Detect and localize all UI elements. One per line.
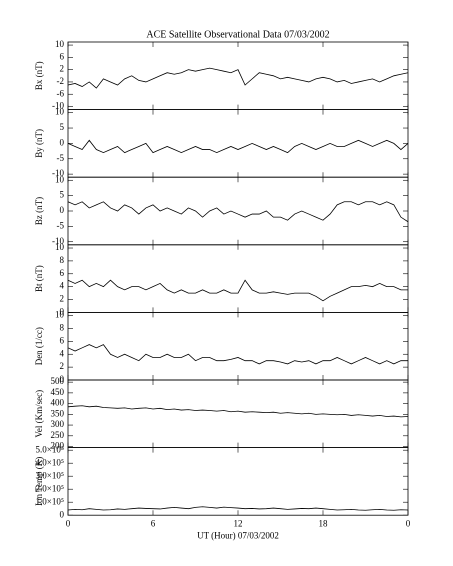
- x-tick-label: 18: [319, 518, 329, 528]
- y-tick-label: 10: [55, 310, 65, 320]
- y-tick-label: 0: [60, 306, 65, 316]
- y-tick-label: 200: [51, 441, 65, 451]
- y-tick-label: 5: [60, 122, 65, 132]
- y-tick-label: -10: [52, 168, 64, 178]
- y-tick-label: 8: [60, 255, 65, 265]
- data-line: [67, 344, 408, 365]
- y-axis-label: Den (1/cc): [34, 327, 44, 365]
- data-line: [67, 67, 409, 89]
- y-axis-label: Bx (nT): [34, 61, 44, 90]
- y-tick-label: 500: [51, 376, 65, 386]
- y-tick-label: 2.0×10⁵: [36, 483, 64, 493]
- x-tick-label: 12: [234, 518, 243, 528]
- y-axis-label: Vel (Km/sec): [34, 390, 44, 438]
- y-tick-label: -5: [57, 220, 65, 230]
- y-tick-label: 4: [60, 281, 65, 291]
- data-line: [67, 405, 409, 418]
- y-tick-label: 0: [60, 509, 65, 519]
- y-tick-label: 2: [60, 64, 65, 74]
- data-line: [67, 139, 409, 154]
- x-tick-label: 0: [406, 518, 411, 528]
- y-tick-label: 4.0×10⁵: [36, 457, 64, 467]
- y-tick-label: 2: [60, 294, 65, 304]
- x-tick-label: 0: [66, 518, 71, 528]
- y-tick-label: -6: [57, 88, 65, 98]
- panel-frame: [67, 244, 409, 313]
- data-line: [67, 201, 409, 223]
- y-tick-label: 0: [60, 205, 65, 215]
- y-tick-label: 5.0×10⁵: [36, 444, 64, 454]
- y-tick-label: 250: [51, 430, 65, 440]
- chart-title: ACE Satellite Observational Data 07/03/2…: [146, 29, 329, 40]
- panel-frame: [67, 109, 409, 178]
- y-tick-label: 6: [60, 268, 65, 278]
- panel-frame: [67, 379, 409, 448]
- y-tick-label: 6: [60, 335, 65, 345]
- panel-frame: [67, 176, 409, 246]
- panel-frame: [67, 447, 409, 516]
- y-tick-label: 4: [60, 348, 65, 358]
- panel-frame: [67, 311, 409, 381]
- y-tick-label: 10: [55, 174, 65, 184]
- y-tick-label: -10: [52, 236, 64, 246]
- y-tick-label: 0: [60, 137, 65, 147]
- y-tick-label: 3.0×10⁵: [36, 470, 64, 480]
- y-tick-label: 350: [51, 408, 65, 418]
- y-axis-label: Bz (nT): [34, 197, 44, 225]
- y-tick-label: 400: [51, 398, 65, 408]
- x-tick-label: 6: [151, 518, 156, 528]
- data-line: [67, 279, 408, 302]
- y-tick-label: 10: [55, 242, 65, 252]
- y-tick-label: 10: [55, 39, 65, 49]
- y-tick-label: 450: [51, 387, 65, 397]
- y-tick-label: 8: [60, 323, 65, 333]
- y-axis-label: Bt (nT): [34, 265, 44, 292]
- y-tick-label: 6: [60, 51, 65, 61]
- y-tick-label: 5: [60, 190, 65, 200]
- y-tick-label: 10: [55, 107, 65, 117]
- panel-frame: [67, 41, 409, 110]
- y-tick-label: -2: [57, 76, 65, 86]
- y-axis-label: Ion Temp (K): [34, 457, 44, 506]
- y-tick-label: 300: [51, 419, 65, 429]
- y-tick-label: -10: [52, 101, 64, 111]
- y-tick-label: 0: [60, 374, 65, 384]
- y-tick-label: 2: [60, 361, 65, 371]
- data-line: [67, 506, 409, 511]
- y-axis-label: By (nT): [34, 129, 44, 158]
- y-tick-label: -5: [57, 153, 65, 163]
- x-axis-label: UT (Hour) 07/03/2002: [197, 530, 279, 540]
- y-tick-label: 1.0×10⁵: [36, 496, 64, 506]
